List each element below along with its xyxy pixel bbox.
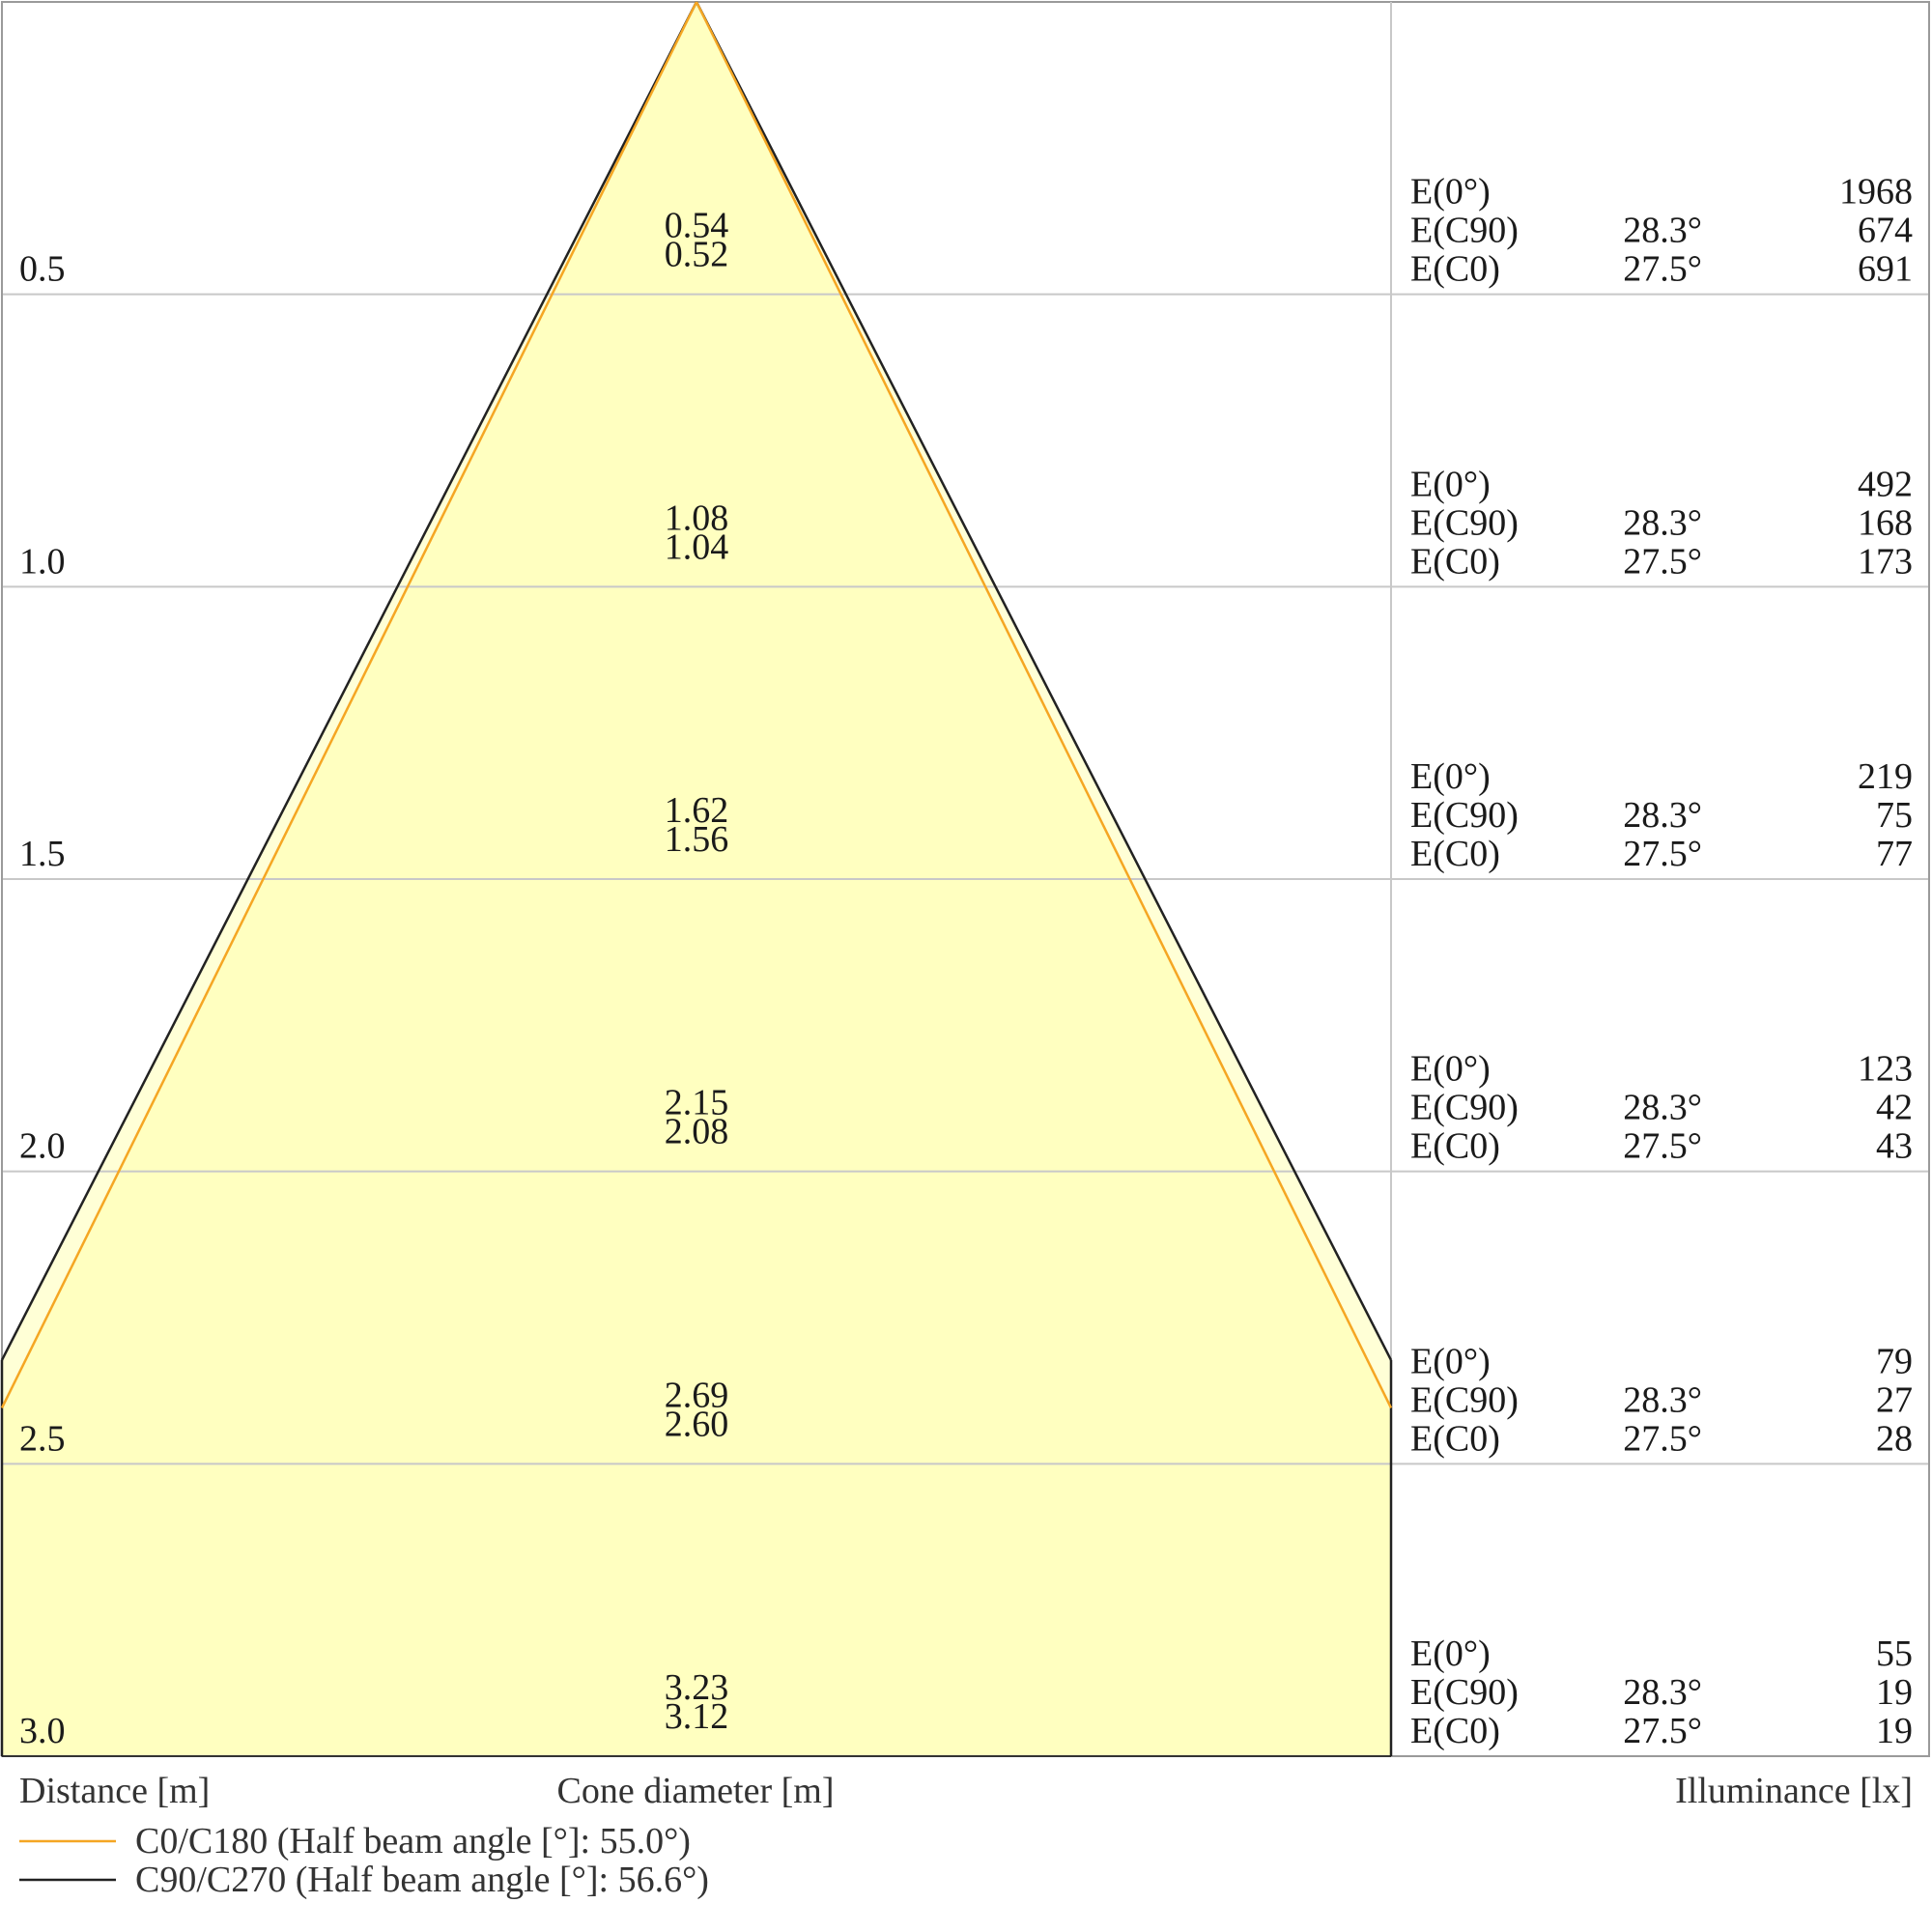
- legend-label-c90: C90/C270 (Half beam angle [°]: 56.6°): [135, 1860, 709, 1900]
- e-c0-value: 173: [1858, 541, 1913, 582]
- distance-axis-label: Distance [m]: [19, 1771, 210, 1811]
- c0-angle-label: 27.5°: [1623, 1126, 1702, 1167]
- c90-beam-edge-left: [0, 1, 698, 1361]
- e-center-value: 79: [1876, 1341, 1913, 1381]
- e-center-label: E(0°): [1410, 172, 1491, 213]
- e-c0-value: 43: [1876, 1126, 1913, 1167]
- c0-angle-label: 27.5°: [1623, 541, 1702, 582]
- e-c90-label: E(C90): [1410, 211, 1519, 251]
- c0-diameter-label: 2.08: [665, 1112, 729, 1152]
- distance-label-2.5: 2.5: [19, 1418, 66, 1459]
- e-c0-value: 691: [1858, 249, 1913, 290]
- c0-diameter-label: 1.56: [665, 819, 729, 860]
- e-c0-value: 28: [1876, 1418, 1913, 1459]
- c0-beam-edge-left: [0, 1, 698, 1409]
- e-center-label: E(0°): [1410, 756, 1491, 797]
- legend-label-c0: C0/C180 (Half beam angle [°]: 55.0°): [135, 1821, 691, 1861]
- c0-diameter-label: 3.12: [665, 1696, 729, 1737]
- e-c0-label: E(C0): [1410, 249, 1500, 290]
- e-c90-label: E(C90): [1410, 1379, 1519, 1420]
- c0-angle-label: 27.5°: [1623, 834, 1702, 874]
- plot-area: [0, 1, 1930, 1757]
- e-c90-label: E(C90): [1410, 502, 1519, 543]
- c90-angle-label: 28.3°: [1623, 502, 1702, 543]
- e-c0-value: 77: [1876, 834, 1913, 874]
- e-center-label: E(0°): [1410, 464, 1491, 504]
- distance-label-3.0: 3.0: [19, 1711, 66, 1751]
- e-c0-label: E(C0): [1410, 1418, 1500, 1459]
- cone-diameter-axis-label: Cone diameter [m]: [556, 1771, 834, 1811]
- c90-angle-label: 28.3°: [1623, 1379, 1702, 1420]
- c90-diameter-label: 3.23: [665, 1667, 729, 1708]
- e-center-label: E(0°): [1410, 1634, 1491, 1674]
- c90-diameter-label: 1.08: [665, 497, 729, 538]
- illuminance-axis-label: Illuminance [lx]: [1675, 1771, 1913, 1811]
- e-center-value: 1968: [1839, 172, 1913, 213]
- distance-label-0.5: 0.5: [19, 249, 66, 290]
- e-c0-label: E(C0): [1410, 541, 1500, 582]
- c0-diameter-label: 0.52: [665, 235, 729, 275]
- c0-beam-edge-right: [695, 1, 1393, 1409]
- c90-diameter-label: 2.15: [665, 1083, 729, 1123]
- e-c90-value: 168: [1858, 502, 1913, 543]
- chart-labels: 0.5 0.540.52 E(0°) 1968 E(C90) 28.3° 674 E(C0) 2…: [19, 172, 1913, 1811]
- c0-angle-label: 27.5°: [1623, 1418, 1702, 1459]
- c0-diameter-label: 2.60: [665, 1404, 729, 1444]
- e-center-label: E(0°): [1410, 1341, 1491, 1381]
- e-c90-value: 674: [1858, 211, 1913, 251]
- c90-angle-label: 28.3°: [1623, 795, 1702, 836]
- c90-diameter-label: 0.54: [665, 206, 729, 246]
- c90-diameter-label: 1.62: [665, 790, 729, 831]
- e-c90-label: E(C90): [1410, 1088, 1519, 1128]
- c90-angle-label: 28.3°: [1623, 1672, 1702, 1713]
- c90-diameter-label: 2.69: [665, 1375, 729, 1415]
- e-c90-value: 27: [1876, 1379, 1913, 1420]
- e-c90-label: E(C90): [1410, 1672, 1519, 1713]
- legend: C0/C180 (Half beam angle [°]: 55.0°)C90/…: [19, 1821, 709, 1900]
- e-c0-label: E(C0): [1410, 1711, 1500, 1751]
- e-c90-label: E(C90): [1410, 795, 1519, 836]
- distance-label-2.0: 2.0: [19, 1126, 66, 1167]
- e-c0-value: 19: [1876, 1711, 1913, 1751]
- e-c90-value: 19: [1876, 1672, 1913, 1713]
- c0-angle-label: 27.5°: [1623, 1711, 1702, 1751]
- c0-angle-label: 27.5°: [1623, 249, 1702, 290]
- c90-angle-label: 28.3°: [1623, 1088, 1702, 1128]
- c90-beam-edge-right: [695, 1, 1393, 1361]
- c0-diameter-label: 1.04: [665, 526, 729, 567]
- distance-label-1.0: 1.0: [19, 541, 66, 582]
- e-c0-label: E(C0): [1410, 1126, 1500, 1167]
- e-center-value: 492: [1858, 464, 1913, 504]
- e-c90-value: 42: [1876, 1088, 1913, 1128]
- e-center-value: 123: [1858, 1049, 1913, 1090]
- e-c90-value: 75: [1876, 795, 1913, 836]
- e-c0-label: E(C0): [1410, 834, 1500, 874]
- distance-label-1.5: 1.5: [19, 834, 66, 874]
- e-center-label: E(0°): [1410, 1049, 1491, 1090]
- e-center-value: 55: [1876, 1634, 1913, 1674]
- c90-angle-label: 28.3°: [1623, 211, 1702, 251]
- e-center-value: 219: [1858, 756, 1913, 797]
